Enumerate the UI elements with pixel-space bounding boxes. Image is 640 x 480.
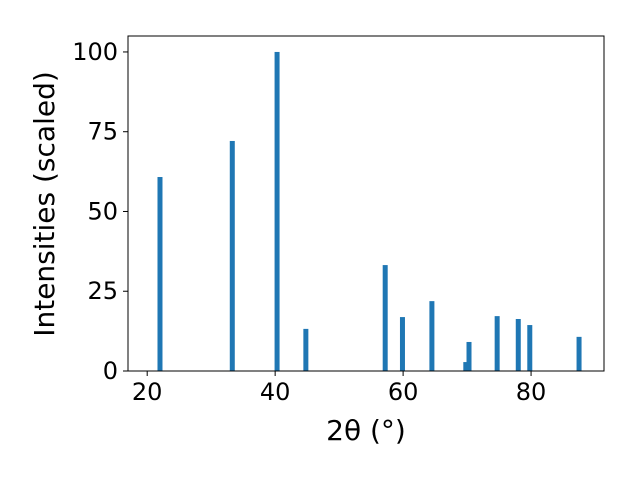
y-tick-label: 0	[103, 357, 118, 385]
y-axis-label: Intensities (scaled)	[28, 71, 61, 337]
bar	[463, 362, 469, 371]
bar	[527, 325, 533, 371]
x-tick-label: 80	[516, 378, 547, 406]
bar	[515, 318, 521, 371]
bar	[576, 336, 582, 371]
y-tick-label: 75	[87, 118, 118, 146]
x-tick-label: 60	[388, 378, 419, 406]
y-tick-label: 50	[87, 197, 118, 225]
x-tick-label: 40	[260, 378, 291, 406]
bar	[494, 316, 500, 371]
x-axis-label: 2θ (°)	[326, 414, 406, 447]
bar	[429, 301, 435, 371]
bar	[303, 328, 309, 371]
bar	[229, 140, 235, 371]
bar	[466, 341, 472, 371]
bar	[382, 265, 388, 371]
x-tick-label: 20	[132, 378, 163, 406]
y-tick-label: 100	[72, 38, 118, 66]
y-tick-label: 25	[87, 277, 118, 305]
bar	[274, 51, 280, 371]
bar	[157, 177, 163, 371]
plot-frame	[127, 35, 605, 372]
bar	[399, 317, 405, 371]
